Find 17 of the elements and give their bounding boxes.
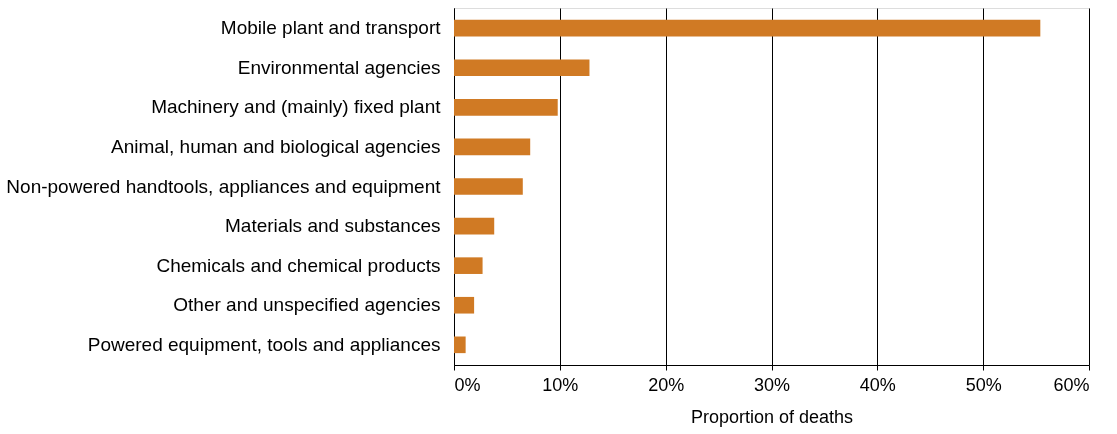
y-tick-label: Powered equipment, tools and appliances bbox=[87, 333, 441, 355]
x-tick-label: 50% bbox=[965, 374, 1002, 395]
y-tick-label: Machinery and (mainly) fixed plant bbox=[151, 96, 442, 118]
x-tick-label: 0% bbox=[454, 374, 481, 395]
y-tick-label: Non-powered handtools, appliances and equipment bbox=[6, 175, 442, 197]
x-tick-label: 60% bbox=[1053, 374, 1090, 395]
x-tick-label: 30% bbox=[753, 374, 791, 395]
y-tick-label: Mobile plant and transport bbox=[220, 17, 442, 39]
x-tick-label: 20% bbox=[648, 374, 685, 395]
y-tick-label: Chemicals and chemical products bbox=[156, 254, 441, 276]
y-tick-label: Animal, human and biological agencies bbox=[110, 135, 441, 157]
x-tick-label: 40% bbox=[859, 374, 896, 395]
y-tick-label: Other and unspecified agencies bbox=[173, 294, 441, 316]
y-tick-label: Materials and substances bbox=[225, 215, 441, 237]
x-tick-label: 10% bbox=[542, 374, 579, 395]
x-axis-title: Proportion of deaths bbox=[690, 406, 854, 427]
y-tick-label: Environmental agencies bbox=[237, 56, 441, 78]
